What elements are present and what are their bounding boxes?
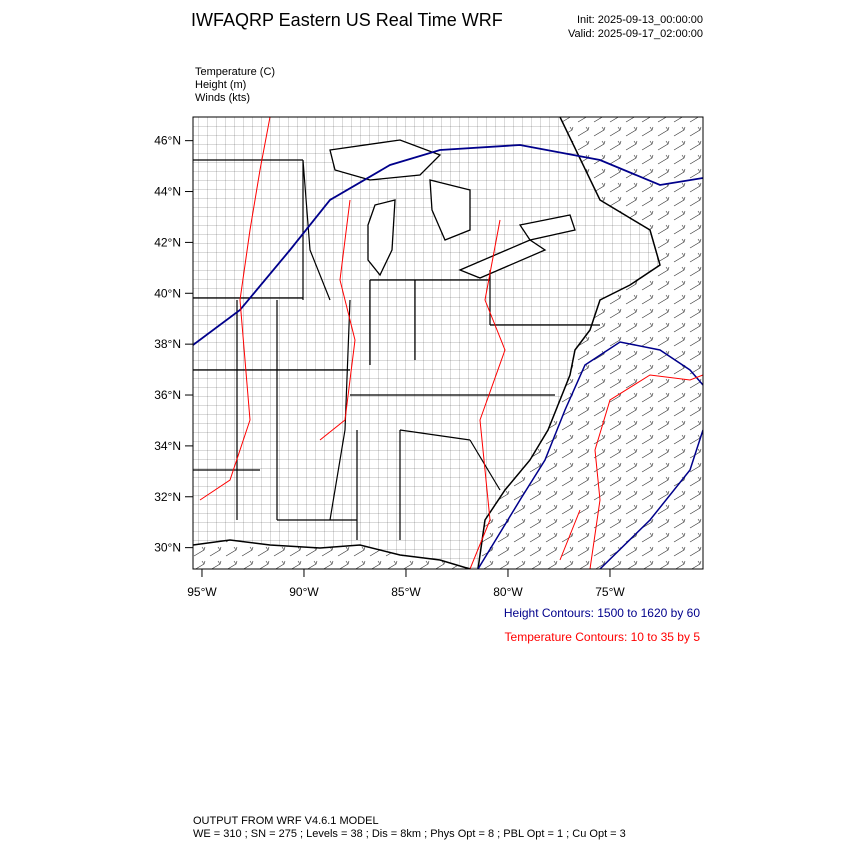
y-tick-label: 44°N xyxy=(154,185,181,199)
field-label: Winds (kts) xyxy=(195,92,250,104)
x-tick-label: 85°W xyxy=(391,585,421,599)
axes: 30°N 32°N 34°N 36°N 38°N 40°N 42°N 44°N 46°N 95°W… xyxy=(154,134,625,599)
y-tick-label: 42°N xyxy=(154,235,181,249)
y-tick-label: 36°N xyxy=(154,388,181,402)
valid-time: Valid: 2025-09-17_02:00:00 xyxy=(568,28,703,40)
map-frame xyxy=(192,116,704,570)
contour-legend: Temperature Contours: 10 to 35 by 5 xyxy=(505,630,701,644)
x-tick-label: 95°W xyxy=(187,585,217,599)
x-tick-label: 75°W xyxy=(595,585,625,599)
field-label: Height (m) xyxy=(195,79,246,91)
y-tick-label: 34°N xyxy=(154,439,181,453)
height-contour xyxy=(477,341,703,569)
y-tick-label: 40°N xyxy=(154,286,181,300)
x-tick-label: 90°W xyxy=(289,585,319,599)
footer-options: WE = 310 ; SN = 275 ; Levels = 38 ; Dis … xyxy=(193,828,626,840)
map-body xyxy=(193,117,703,569)
footer-model: OUTPUT FROM WRF V4.6.1 MODEL xyxy=(193,815,379,827)
height-contour xyxy=(193,144,703,346)
coastline xyxy=(193,117,661,569)
temperature-contour xyxy=(199,117,703,569)
y-tick-label: 30°N xyxy=(154,541,181,555)
x-tick-label: 80°W xyxy=(493,585,523,599)
great-lakes xyxy=(329,139,576,279)
title: IWFAQRP Eastern US Real Time WRF xyxy=(191,10,503,30)
y-tick-label: 46°N xyxy=(154,134,181,148)
field-label: Temperature (C) xyxy=(195,66,275,78)
y-tick-label: 32°N xyxy=(154,490,181,504)
y-tick-label: 38°N xyxy=(154,337,181,351)
contour-legend: Height Contours: 1500 to 1620 by 60 xyxy=(504,606,700,620)
init-time: Init: 2025-09-13_00:00:00 xyxy=(577,14,703,26)
